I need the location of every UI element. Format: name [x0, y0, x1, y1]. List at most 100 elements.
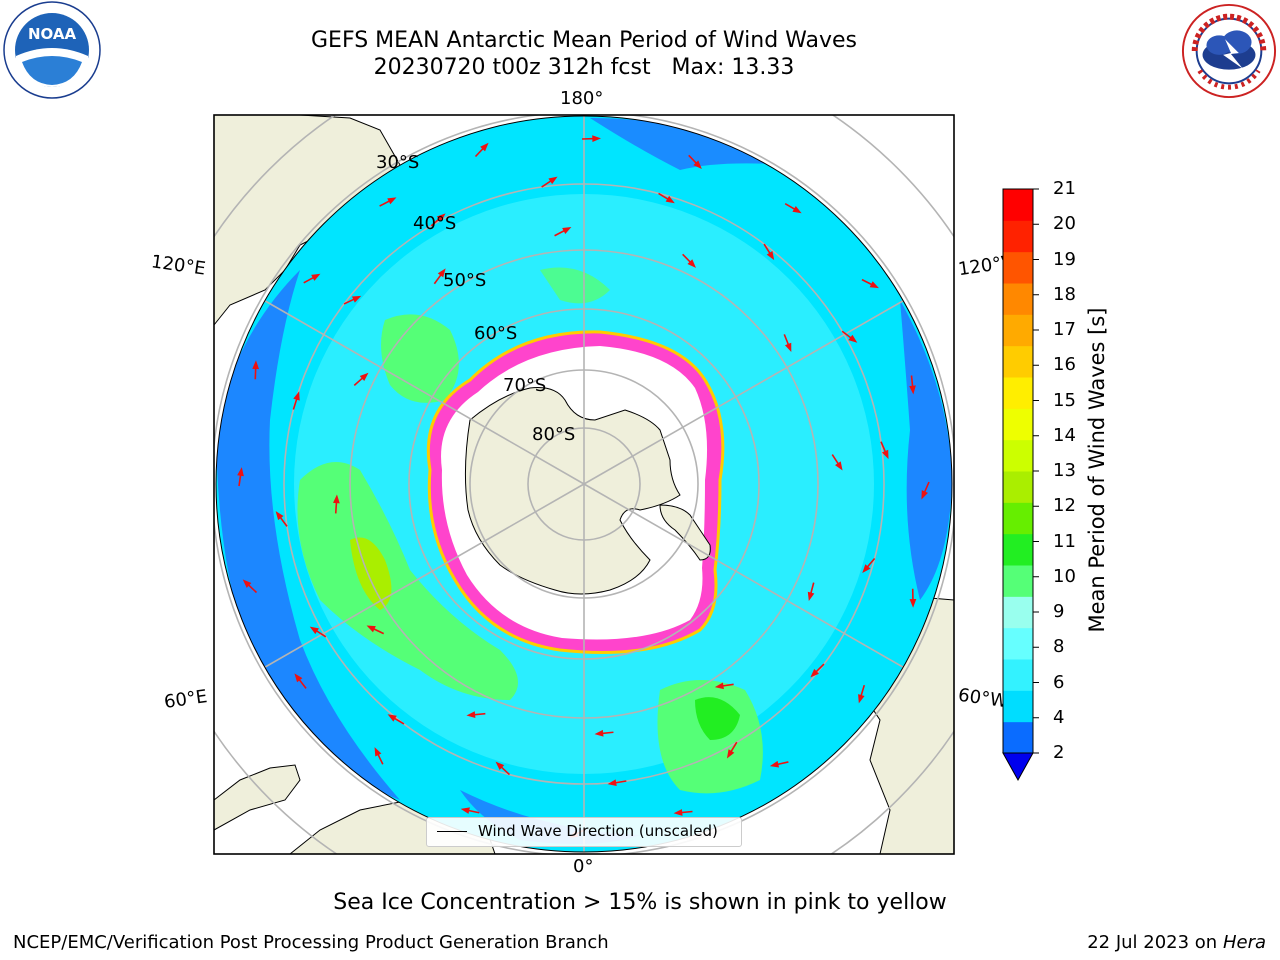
wind-wave-arrowhead	[592, 135, 602, 143]
colorbar-tick-label: 9	[1053, 601, 1065, 622]
colorbar-segment	[1003, 283, 1033, 315]
nws-logo	[1181, 3, 1277, 99]
wind-wave-arrowhead	[909, 385, 916, 395]
colorbar-extend-arrow	[1002, 752, 1034, 782]
colorbar-segment	[1003, 721, 1033, 754]
lat-label-80s: 80°S	[532, 424, 576, 445]
footer-machine: Hera	[1222, 932, 1266, 953]
colorbar-segment	[1003, 471, 1033, 503]
wind-wave-arrowhead	[714, 682, 724, 690]
wind-wave-arrowhead	[687, 259, 696, 268]
wind-wave-arrowhead	[387, 197, 397, 205]
map-title: GEFS MEAN Antarctic Mean Period of Wind …	[311, 28, 857, 53]
high-period-zone-core	[350, 537, 392, 610]
wind-wave-arrowhead	[275, 511, 284, 521]
wind-wave-arrowhead	[252, 360, 260, 370]
colorbar-tick-label: 13	[1053, 460, 1076, 481]
wind-wave-arrowhead	[784, 342, 792, 353]
wind-wave-arrowhead	[293, 391, 300, 401]
colorbar-tick-label: 6	[1053, 671, 1065, 693]
colorbar-segment	[1003, 627, 1033, 660]
sea-ice-note: Sea Ice Concentration > 15% is shown in …	[333, 890, 947, 915]
colorbar-segment	[1003, 251, 1033, 284]
colorbar-tick-label: 15	[1053, 389, 1076, 411]
high-period-zone-wnw	[381, 314, 459, 403]
wind-wave-arrowhead	[869, 281, 879, 289]
wind-wave-arrowhead	[294, 673, 303, 683]
lon-label-0: 0°	[573, 856, 594, 877]
wind-wave-arrowhead	[437, 268, 446, 278]
colorbar-segment	[1003, 502, 1033, 535]
map-boundary	[215, 115, 953, 853]
colorbar-tick-label: 2	[1053, 742, 1065, 763]
wind-wave-arrowhead	[460, 807, 470, 814]
wind-wave-arrowhead	[665, 195, 675, 204]
wind-wave-arrowhead	[607, 779, 617, 787]
wind-wave-arrowhead	[237, 467, 244, 477]
lat-label-40s: 40°S	[413, 213, 457, 234]
wind-wave-arrowhead	[881, 449, 889, 460]
wind-wave-arrowhead	[351, 295, 362, 303]
colorbar-segment	[1003, 377, 1033, 409]
wind-wave-arrowhead	[466, 711, 476, 719]
lat-label-60s: 60°S	[474, 323, 518, 344]
wind-wave-arrowhead	[242, 579, 252, 588]
legend-line-swatch	[437, 831, 467, 832]
colorbar-segment	[1003, 345, 1033, 378]
wind-wave-arrowhead	[562, 226, 572, 234]
lat-label-50s: 50°S	[443, 270, 487, 291]
colorbar-segment	[1003, 565, 1033, 597]
high-period-zone-se-core	[695, 697, 740, 740]
footer-date-text: 22 Jul 2023 on	[1087, 932, 1218, 953]
colorbar-segment	[1003, 439, 1033, 472]
legend-label: Wind Wave Direction (unscaled)	[478, 822, 718, 840]
wind-wave-arrowhead	[495, 761, 505, 771]
wind-wave-arrowhead	[810, 668, 819, 678]
colorbar-segment	[1003, 314, 1033, 347]
footer-credit: NCEP/EMC/Verification Post Processing Pr…	[13, 932, 609, 953]
wind-wave-arrowhead	[436, 213, 446, 222]
wind-wave-arrowhead	[792, 205, 802, 214]
colorbar-tick-label: 8	[1053, 636, 1065, 658]
noaa-logo: NOAA	[3, 1, 101, 99]
lat-label-30s: 30°S	[376, 152, 420, 173]
colorbar-tick-label: 21	[1053, 178, 1076, 199]
wind-wave-arrowhead	[673, 809, 683, 816]
map-frame	[213, 114, 955, 855]
colorbar-tick-label: 18	[1053, 283, 1076, 305]
wind-wave-arrowhead	[387, 714, 397, 722]
colorbar-segment	[1003, 189, 1033, 221]
wind-wave-arrows	[237, 135, 930, 838]
map-legend: Wind Wave Direction (unscaled)	[426, 817, 742, 847]
colorbar-tick-label: 4	[1053, 706, 1065, 728]
wind-wave-arrowhead	[921, 490, 928, 500]
lon-label-180: 180°	[560, 88, 604, 109]
high-period-zone-north	[540, 267, 610, 304]
colorbar-segment	[1003, 408, 1033, 441]
wind-wave-arrowhead	[693, 160, 702, 170]
wind-wave-arrowhead	[311, 273, 321, 281]
colorbar-tick-label: 19	[1053, 248, 1076, 270]
colorbar-tick-label: 12	[1053, 495, 1076, 517]
colorbar-ticks	[1033, 188, 1039, 754]
wind-wave-arrowhead	[333, 494, 340, 504]
wind-wave-arrowhead	[359, 372, 369, 382]
low-period-zone-east	[900, 300, 952, 600]
wind-wave-arrowhead	[835, 461, 843, 471]
forecast-subtitle: 20230720 t00z 312h fcst Max: 13.33	[373, 55, 795, 80]
wind-wave-arrowhead	[548, 176, 558, 185]
colorbar-segments	[1003, 189, 1033, 754]
wind-wave-arrowhead	[862, 564, 871, 574]
wind-wave-arrowhead	[726, 749, 735, 759]
colorbar-title: Mean Period of Wind Waves [s]	[1085, 307, 1109, 633]
wind-wave-arrowhead	[769, 760, 780, 768]
colorbar-tick-label: 17	[1053, 319, 1076, 340]
footer-date: 22 Jul 2023 on Hera	[1087, 932, 1266, 953]
colorbar-segment	[1003, 690, 1033, 723]
wind-wave-arrowhead	[766, 250, 775, 261]
colorbar-tick-label: 11	[1053, 530, 1076, 552]
svg-text:NOAA: NOAA	[28, 25, 77, 43]
wind-wave-arrowhead	[858, 694, 865, 704]
